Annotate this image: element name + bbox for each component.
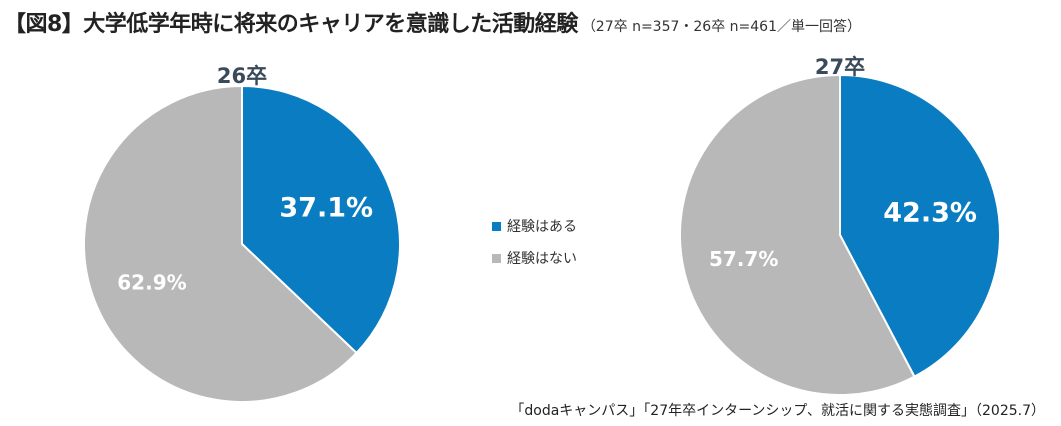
pie-26-slice-yes — [241, 84, 401, 355]
figure-title-main: 【図8】大学低学年時に将来のキャリアを意識した活動経験 — [4, 12, 578, 37]
source-note: 「dodaキャンパス」「27年卒インターンシップ、就活に関する実態調査」（202… — [510, 403, 1045, 419]
figure-title-note: （27卒 n=357・26卒 n=461／単一回答） — [581, 19, 861, 35]
pie-chart-26: 37.1% 62.9% 26卒 — [83, 64, 401, 403]
legend-item-yes: 経験はある — [492, 216, 577, 236]
pie-26-label-no: 62.9% — [117, 271, 186, 295]
legend: 経験はある 経験はない — [492, 216, 577, 280]
legend-label-yes: 経験はある — [507, 219, 577, 235]
pie-27-title: 27卒 — [815, 55, 865, 79]
figure-title: 【図8】大学低学年時に将来のキャリアを意識した活動経験 （27卒 n=357・26… — [4, 6, 861, 38]
pie-26-label-yes: 37.1% — [279, 192, 373, 223]
pie-27-label-yes: 42.3% — [883, 197, 977, 228]
pie-chart-27: 42.3% 57.7% 27卒 — [679, 55, 1001, 396]
pie-26-slice-no — [83, 84, 358, 403]
pie-27-slice-no — [679, 73, 916, 396]
pie-27-slice-yes — [839, 73, 1001, 378]
pie-26-title: 26卒 — [217, 64, 267, 88]
legend-swatch-yes — [492, 221, 501, 231]
legend-label-no: 経験はない — [507, 251, 577, 267]
legend-item-no: 経験はない — [492, 248, 577, 268]
pie-27-label-no: 57.7% — [709, 247, 778, 271]
legend-swatch-no — [492, 253, 501, 263]
